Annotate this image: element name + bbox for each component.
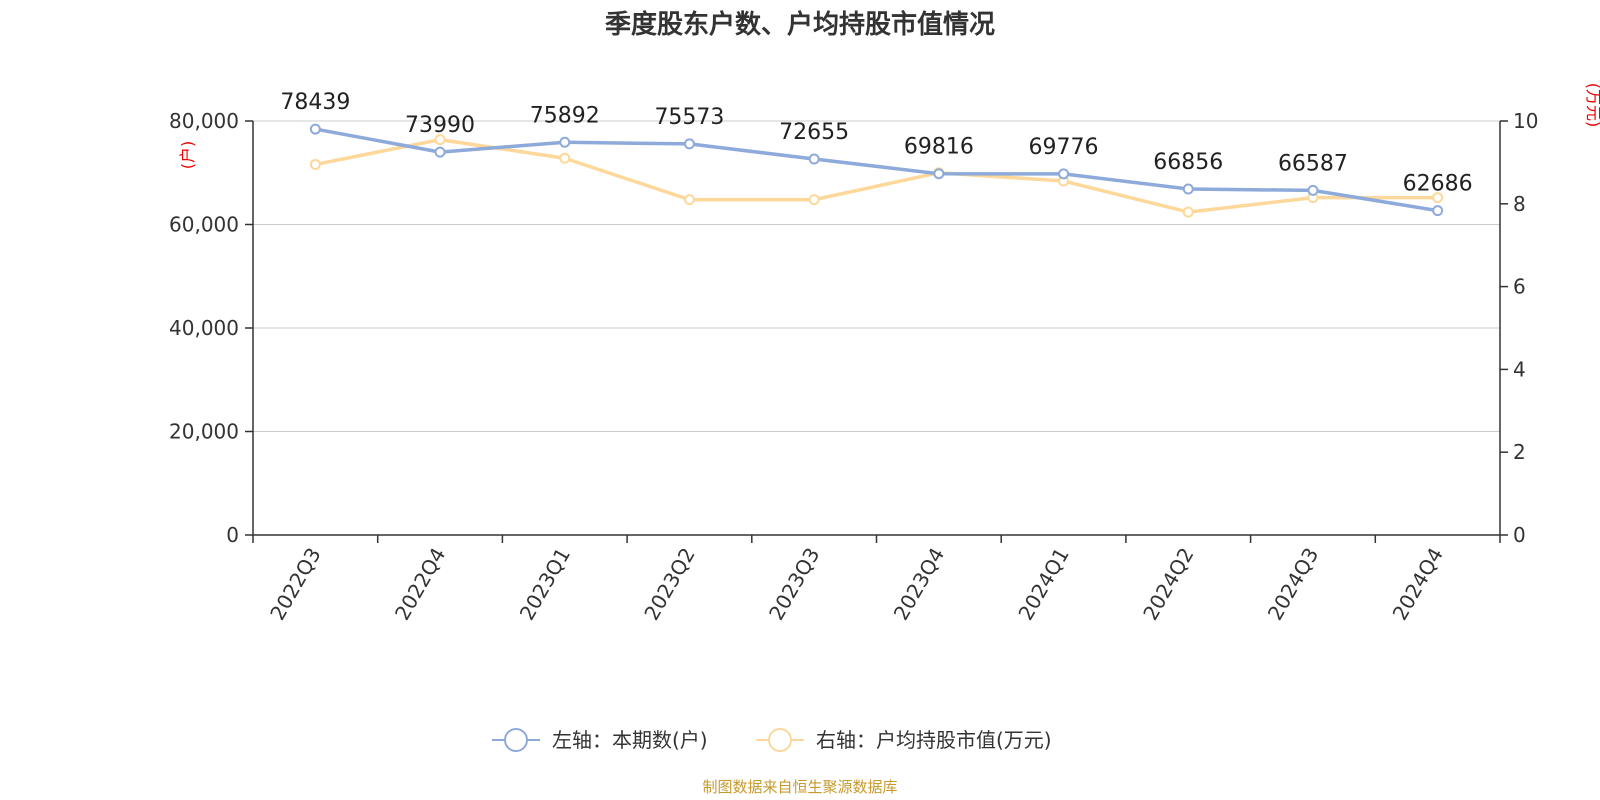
data-label: 69776 (1029, 135, 1099, 160)
data-point-right (309, 158, 321, 170)
data-point-left (1182, 183, 1194, 195)
data-point-left (1432, 205, 1444, 217)
data-point-left (933, 168, 945, 180)
right-axis-tick-label: 6 (1513, 275, 1526, 299)
right-axis-tick-label: 2 (1513, 440, 1526, 464)
left-axis-tick-label: 80,000 (169, 109, 239, 133)
data-point-left (559, 136, 571, 148)
legend-marker-icon (504, 728, 528, 752)
data-label: 75573 (654, 105, 724, 130)
series-line-left (315, 127, 1438, 213)
data-point-left (683, 138, 695, 150)
data-labels: 78439 73990 75892 75573 72655 69816 69776 66856… (280, 90, 1472, 197)
chart-title: 季度股东户数、户均持股市值情况 (605, 9, 995, 40)
data-label: 66587 (1278, 151, 1348, 176)
gridlines (253, 120, 1500, 432)
data-point-left (808, 153, 820, 165)
left-axis-tick-label: 20,000 (169, 420, 239, 444)
x-axis-tick-label: 2022Q4 (390, 544, 450, 625)
x-axis-tick-label: 2023Q4 (889, 544, 949, 625)
x-axis-tick-label: 2022Q3 (265, 544, 325, 625)
data-point-right (1182, 206, 1194, 218)
source-note: 制图数据来自恒生聚源数据库 (702, 778, 897, 796)
legend-label: 右轴：户均持股市值(万元) (816, 728, 1052, 752)
data-label: 78439 (280, 90, 350, 115)
data-label: 69816 (904, 135, 974, 160)
left-axis-tick-label: 40,000 (169, 316, 239, 340)
data-point-right (1432, 192, 1444, 204)
left-axis-tick-label: 0 (226, 523, 239, 547)
data-label: 75892 (530, 103, 600, 128)
data-point-left (1058, 168, 1070, 180)
series-layer (309, 123, 1444, 218)
right-axis-tick-label: 10 (1513, 109, 1538, 133)
data-point-left (309, 123, 321, 135)
x-axis-tick-label: 2024Q2 (1138, 544, 1198, 625)
data-label: 73990 (405, 113, 475, 138)
right-axis-tick-label: 4 (1513, 357, 1526, 381)
x-axis-tick-label: 2023Q3 (764, 544, 824, 625)
data-label: 72655 (779, 120, 849, 145)
right-axis-tick-label: 0 (1513, 523, 1526, 547)
data-label: 62686 (1403, 172, 1473, 197)
x-axis-tick-label: 2024Q4 (1388, 544, 1448, 625)
left-axis-unit: (户) (178, 141, 197, 170)
legend-label: 左轴：本期数(户) (552, 728, 708, 752)
left-axis-tick-label: 60,000 (169, 213, 239, 237)
right-axis-tick-label: 8 (1513, 192, 1526, 216)
data-point-right (559, 152, 571, 164)
data-point-left (434, 146, 446, 158)
data-point-right (808, 194, 820, 206)
x-axis-tick-label: 2024Q1 (1013, 544, 1073, 625)
legend-marker-icon (768, 728, 792, 752)
axes: 0 20,000 40,000 60,000 80,000 0 2 4 6 8 10 2022Q3 20… (169, 109, 1538, 624)
data-label: 66856 (1153, 150, 1223, 175)
right-axis-unit: (万元) (1584, 83, 1600, 128)
x-axis-tick-label: 2023Q1 (515, 544, 575, 625)
x-axis-tick-label: 2024Q3 (1263, 544, 1323, 625)
data-point-right (434, 134, 446, 146)
legend[interactable]: 左轴：本期数(户) 右轴：户均持股市值(万元) (492, 728, 1052, 752)
legend-item[interactable]: 右轴：户均持股市值(万元) (756, 728, 1052, 752)
data-point-left (1307, 184, 1319, 196)
data-point-right (683, 194, 695, 206)
x-axis-tick-label: 2023Q2 (639, 544, 699, 625)
series-line-right (315, 137, 1438, 214)
legend-item[interactable]: 左轴：本期数(户) (492, 728, 708, 752)
